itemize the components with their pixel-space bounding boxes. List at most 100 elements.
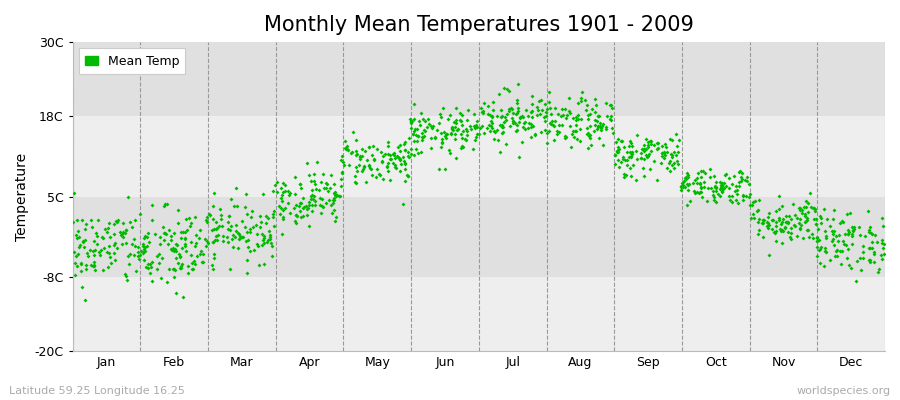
Point <box>770 219 784 225</box>
Point <box>634 154 648 161</box>
Point <box>155 255 169 261</box>
Point <box>275 192 290 198</box>
Point <box>743 191 758 197</box>
Point <box>762 209 777 216</box>
Point <box>734 167 748 174</box>
Point <box>141 239 156 246</box>
Point <box>487 136 501 142</box>
Point <box>485 114 500 120</box>
Point <box>103 234 117 240</box>
Point <box>100 249 114 255</box>
Point <box>267 223 282 229</box>
Point <box>709 188 724 195</box>
Point <box>434 144 448 151</box>
Point <box>716 182 730 189</box>
Point <box>680 186 695 193</box>
Point <box>494 130 508 137</box>
Point <box>356 162 371 169</box>
Point <box>621 143 635 149</box>
Point <box>524 134 538 140</box>
Point <box>178 236 193 242</box>
Point <box>655 153 670 160</box>
Point <box>708 184 723 191</box>
Point <box>262 228 276 234</box>
Point <box>842 262 856 268</box>
Point <box>231 231 246 238</box>
Point <box>491 136 505 143</box>
Point <box>324 202 338 208</box>
Point <box>195 251 210 257</box>
Point <box>91 216 105 223</box>
Point <box>119 227 133 233</box>
Point <box>393 148 408 155</box>
Point <box>336 159 350 166</box>
Point <box>589 96 603 102</box>
Point <box>404 119 419 126</box>
Point <box>120 277 134 284</box>
Point <box>529 112 544 118</box>
Point <box>736 196 751 203</box>
Point <box>578 97 592 104</box>
Point <box>482 122 496 128</box>
Point <box>778 224 793 230</box>
Point <box>178 243 193 249</box>
Point <box>722 193 736 199</box>
Point <box>501 106 516 112</box>
Point <box>558 134 572 140</box>
Point <box>460 128 474 134</box>
Point <box>170 260 184 267</box>
Point <box>168 241 183 248</box>
Point <box>102 220 116 226</box>
Point <box>450 126 464 133</box>
Point <box>265 242 279 249</box>
Point <box>798 198 813 204</box>
Point <box>158 200 172 207</box>
Point <box>612 164 626 170</box>
Point <box>806 231 820 238</box>
Point <box>356 166 371 172</box>
Point <box>166 266 181 272</box>
Point <box>131 252 146 259</box>
Point <box>207 226 221 232</box>
Point <box>832 248 847 254</box>
Point <box>570 136 584 142</box>
Point <box>174 229 188 235</box>
Point <box>862 228 877 235</box>
Point <box>71 250 86 257</box>
Point <box>542 128 556 134</box>
Point <box>410 126 424 132</box>
Point <box>487 128 501 134</box>
Point <box>97 244 112 251</box>
Point <box>154 274 168 281</box>
Point <box>839 242 853 248</box>
Point <box>814 244 828 251</box>
Point <box>837 230 851 237</box>
Point <box>619 157 634 163</box>
Point <box>407 101 421 107</box>
Point <box>637 147 652 154</box>
Point <box>817 248 832 254</box>
Point <box>460 117 474 123</box>
Point <box>409 146 423 153</box>
Point <box>69 217 84 223</box>
Point <box>424 123 438 129</box>
Point <box>651 145 665 151</box>
Point <box>375 159 390 165</box>
Point <box>468 125 482 132</box>
Point <box>540 139 554 146</box>
Point <box>152 241 166 247</box>
Point <box>694 188 708 195</box>
Point <box>175 262 189 269</box>
Point <box>363 165 377 171</box>
Point <box>740 178 754 184</box>
Point <box>240 237 255 243</box>
Point <box>112 229 127 235</box>
Point <box>502 108 517 114</box>
Point <box>70 235 85 241</box>
Point <box>626 162 641 169</box>
Point <box>867 259 881 265</box>
Point <box>86 247 100 254</box>
Point <box>868 232 882 238</box>
Point <box>366 157 381 163</box>
Point <box>140 264 155 271</box>
